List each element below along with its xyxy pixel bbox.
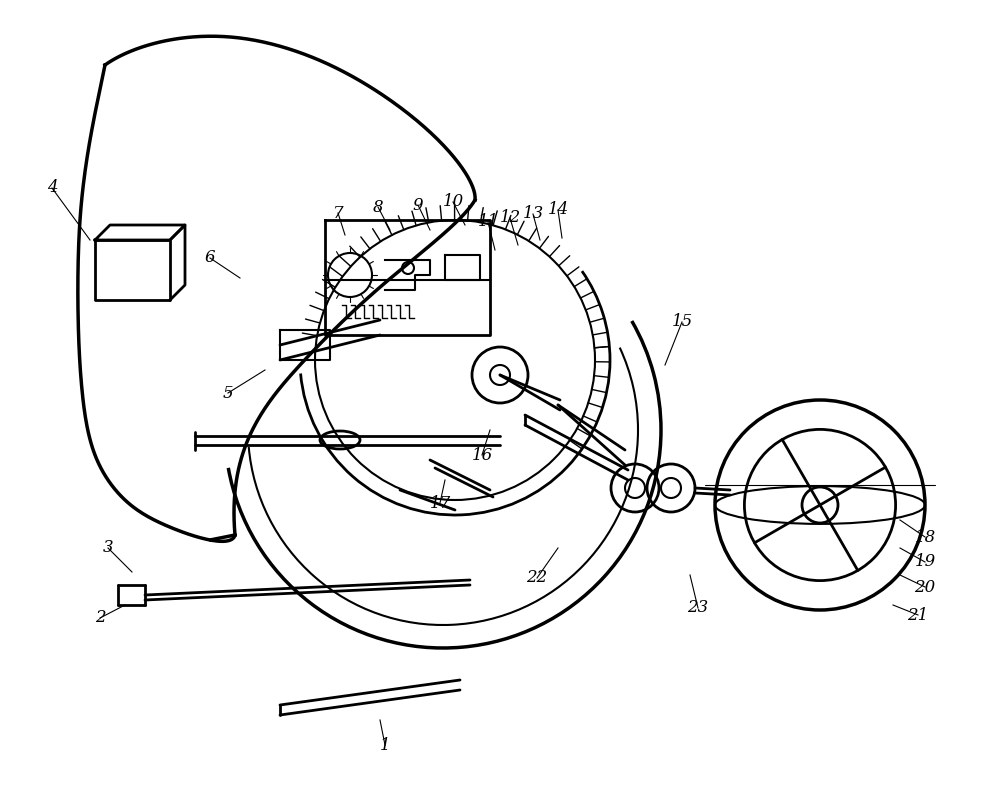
Text: 13: 13	[522, 205, 544, 223]
Text: 23: 23	[687, 600, 709, 616]
Text: 2: 2	[95, 610, 105, 626]
Text: 1: 1	[380, 737, 390, 753]
Text: 17: 17	[429, 495, 451, 511]
Text: 7: 7	[333, 205, 343, 221]
Text: 9: 9	[413, 197, 423, 213]
Text: 12: 12	[499, 209, 521, 227]
Text: 3: 3	[103, 539, 113, 557]
Text: 6: 6	[205, 250, 215, 266]
Text: 15: 15	[671, 313, 693, 331]
Text: 19: 19	[914, 554, 936, 570]
Text: 21: 21	[907, 607, 929, 623]
Text: 20: 20	[914, 579, 936, 596]
Text: 18: 18	[914, 528, 936, 546]
Text: 4: 4	[47, 179, 57, 197]
Text: 14: 14	[547, 201, 569, 219]
Text: 5: 5	[223, 385, 233, 401]
Text: 8: 8	[373, 198, 383, 216]
Text: 11: 11	[477, 213, 499, 231]
Text: 10: 10	[442, 193, 464, 210]
Text: 16: 16	[471, 446, 493, 463]
Text: 22: 22	[526, 569, 548, 587]
